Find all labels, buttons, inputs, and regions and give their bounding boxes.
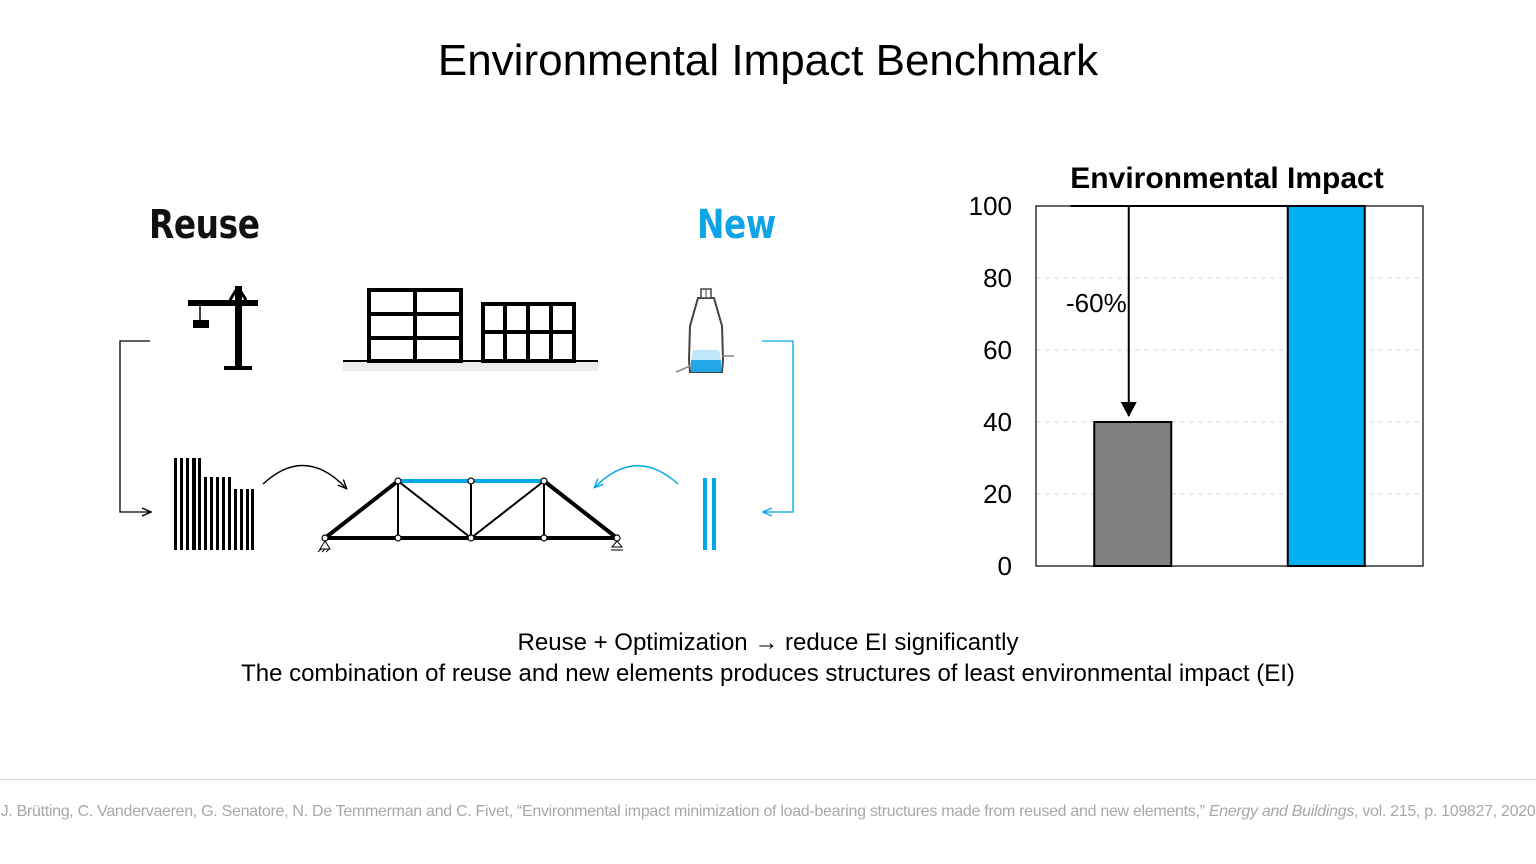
y-tick-label: 0 bbox=[997, 551, 1012, 581]
y-tick-label: 60 bbox=[983, 335, 1012, 365]
footer-divider bbox=[0, 779, 1536, 780]
chart-title: Environmental Impact bbox=[1070, 162, 1384, 195]
citation: J. Brütting, C. Vandervaeren, G. Senator… bbox=[0, 801, 1536, 823]
y-tick-label: 100 bbox=[968, 191, 1012, 221]
new-label: New bbox=[697, 202, 776, 248]
y-tick-label: 80 bbox=[983, 263, 1012, 293]
bar-2 bbox=[1286, 205, 1366, 567]
caption-line-2: The combination of reuse and new element… bbox=[241, 660, 1295, 687]
new-elements-icon bbox=[703, 478, 716, 550]
reuse-label: Reuse bbox=[149, 202, 260, 248]
citation-journal: Energy and Buildings bbox=[1208, 803, 1355, 820]
steel-furnace-icon bbox=[675, 288, 734, 373]
bar-1 bbox=[1093, 421, 1173, 567]
reclaimed-elements-stock-icon bbox=[174, 458, 254, 550]
citation-authors: J. Brütting, C. Vandervaeren, G. Senator… bbox=[0, 803, 1205, 820]
citation-details: , vol. 215, p. 109827, 2020 bbox=[1354, 803, 1536, 820]
existing-buildings-icon bbox=[343, 288, 598, 371]
caption-line-1: Reuse + Optimization → reduce EI signifi… bbox=[517, 629, 1019, 656]
crane-icon bbox=[188, 286, 258, 370]
slide-title: Environmental Impact Benchmark bbox=[437, 36, 1099, 85]
reduction-label: -60% bbox=[1066, 288, 1127, 318]
y-tick-label: 40 bbox=[983, 407, 1012, 437]
y-tick-label: 20 bbox=[983, 479, 1012, 509]
truss-structure-icon bbox=[317, 477, 624, 553]
